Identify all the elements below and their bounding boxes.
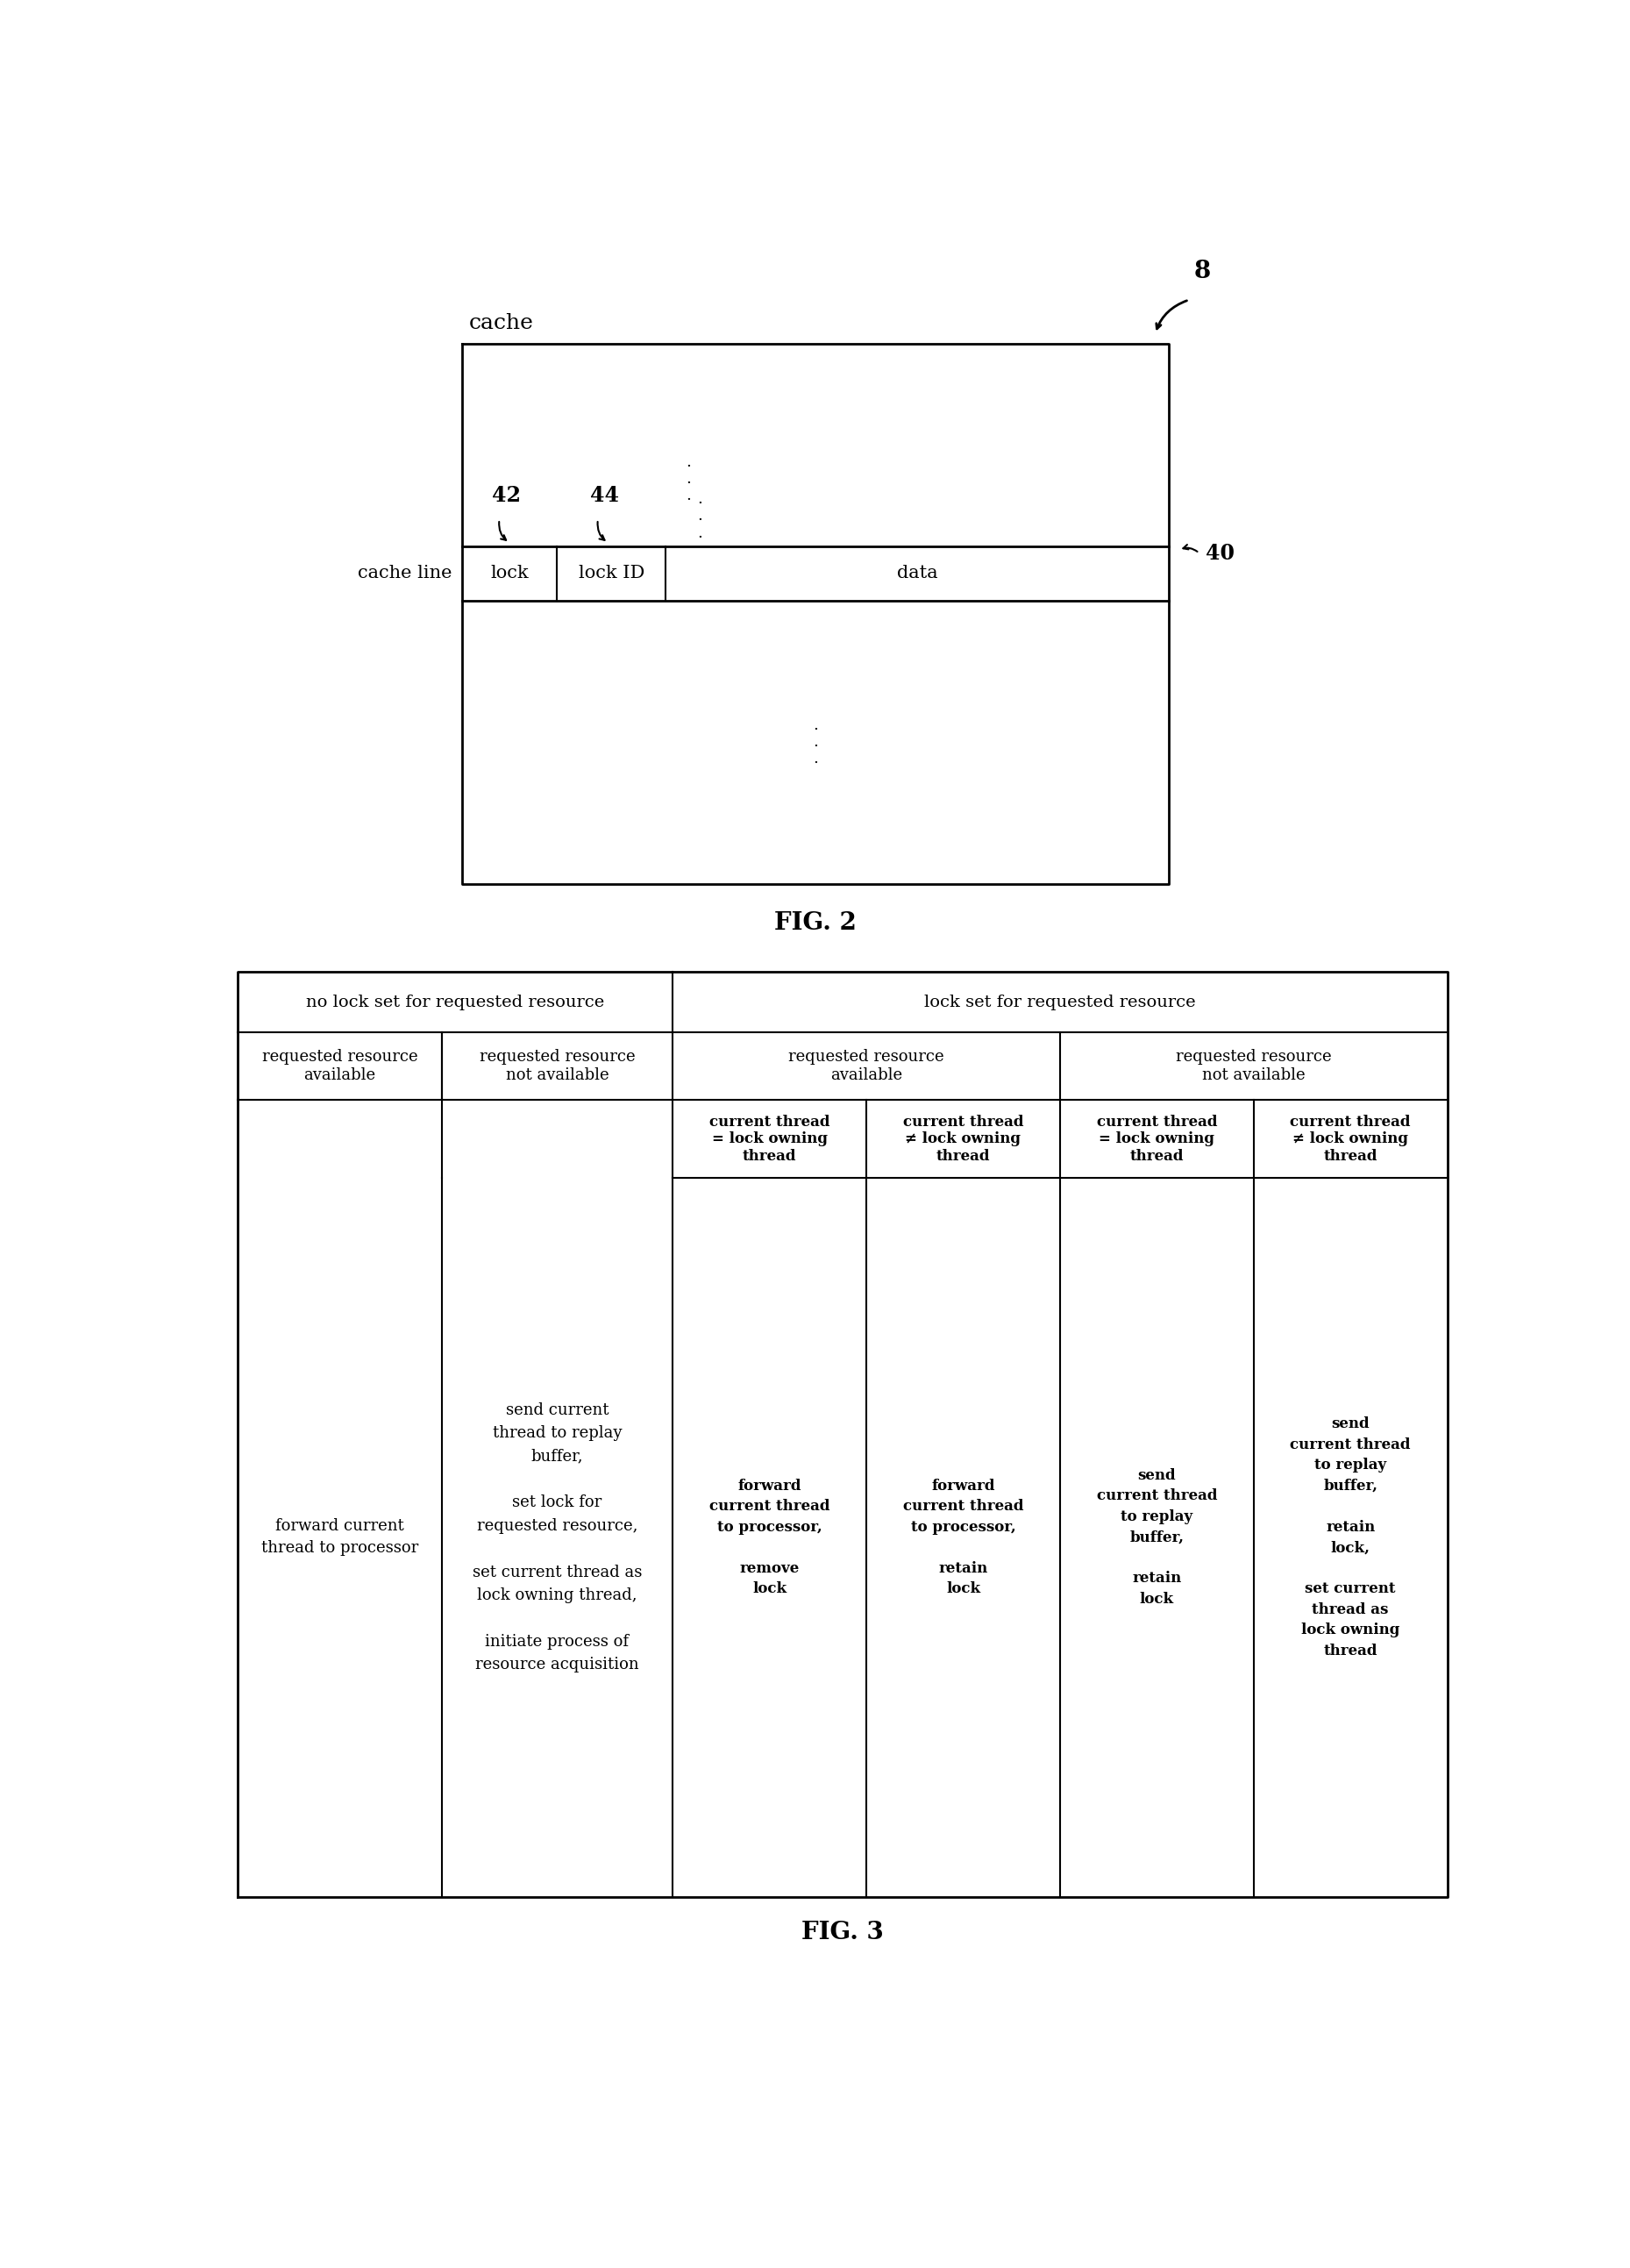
Text: .: . <box>686 488 691 503</box>
Text: FIG. 3: FIG. 3 <box>802 1921 883 1944</box>
Text: forward current
thread to processor: forward current thread to processor <box>261 1520 419 1556</box>
Text: no lock set for requested resource: no lock set for requested resource <box>306 993 605 1009</box>
Text: .: . <box>698 524 703 540</box>
Text: requested resource
not available: requested resource not available <box>479 1050 636 1084</box>
Text: send
current thread
to replay
buffer,

retain
lock,

set current
thread as
lock : send current thread to replay buffer, re… <box>1291 1418 1410 1658</box>
Text: send
current thread
to replay
buffer,

retain
lock: send current thread to replay buffer, re… <box>1097 1467 1218 1606</box>
Text: current thread
= lock owning
thread: current thread = lock owning thread <box>1097 1114 1218 1163</box>
Text: .: . <box>813 717 818 733</box>
Text: .: . <box>686 472 691 488</box>
Text: current thread
≠ lock owning
thread: current thread ≠ lock owning thread <box>903 1114 1024 1163</box>
Text: lock: lock <box>491 565 528 581</box>
Text: send current
thread to replay
buffer,

set lock for
requested resource,

set cur: send current thread to replay buffer, se… <box>473 1402 642 1672</box>
Text: current thread
= lock owning
thread: current thread = lock owning thread <box>709 1114 830 1163</box>
Text: cache line: cache line <box>357 565 452 581</box>
Text: 42: 42 <box>492 485 520 506</box>
Text: forward
current thread
to processor,

remove
lock: forward current thread to processor, rem… <box>709 1479 830 1597</box>
Text: .: . <box>813 735 818 751</box>
Text: .: . <box>686 454 691 469</box>
Text: forward
current thread
to processor,

retain
lock: forward current thread to processor, ret… <box>903 1479 1024 1597</box>
Text: requested resource
available: requested resource available <box>262 1050 417 1084</box>
Text: 8: 8 <box>1195 259 1211 284</box>
Text: .: . <box>813 751 818 767</box>
Text: .: . <box>698 492 703 508</box>
Text: .: . <box>698 508 703 524</box>
Text: lock ID: lock ID <box>579 565 644 581</box>
Text: cache: cache <box>469 313 533 333</box>
Text: current thread
≠ lock owning
thread: current thread ≠ lock owning thread <box>1291 1114 1410 1163</box>
Text: data: data <box>896 565 937 581</box>
Text: requested resource
not available: requested resource not available <box>1175 1050 1332 1084</box>
Text: 40: 40 <box>1206 542 1236 565</box>
Text: lock set for requested resource: lock set for requested resource <box>924 993 1196 1009</box>
Text: 44: 44 <box>590 485 619 506</box>
Text: FIG. 2: FIG. 2 <box>774 912 856 934</box>
Text: requested resource
available: requested resource available <box>789 1050 944 1084</box>
